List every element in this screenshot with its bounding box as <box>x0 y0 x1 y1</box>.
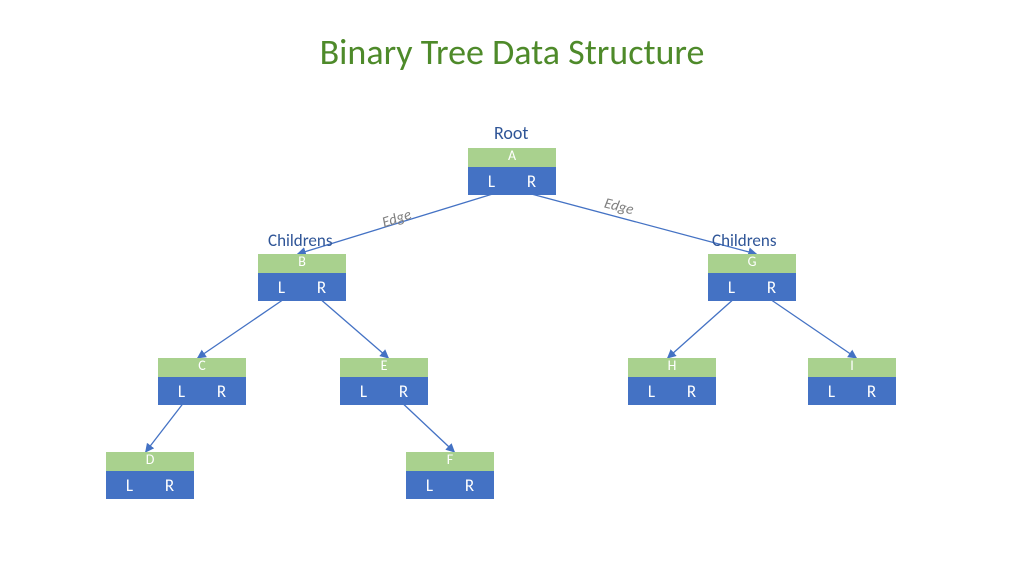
node-left-slot: L <box>648 381 655 402</box>
node-left-slot: L <box>828 381 835 402</box>
node-body: L R <box>158 377 246 405</box>
node-header: H <box>628 358 716 377</box>
node-left-slot: L <box>488 171 495 192</box>
tree-node-a: A L R <box>468 148 556 195</box>
node-right-slot: R <box>399 381 408 402</box>
diagram-title: Binary Tree Data Structure <box>0 30 1024 74</box>
node-body: L R <box>258 273 346 301</box>
node-header: B <box>258 254 346 273</box>
tree-node-c: C L R <box>158 358 246 405</box>
node-header: E <box>340 358 428 377</box>
node-header: I <box>808 358 896 377</box>
edge-label-left: Edge <box>380 206 414 232</box>
node-right-slot: R <box>767 277 776 298</box>
tree-edge <box>403 404 454 452</box>
tree-edge <box>146 404 183 452</box>
node-body: L R <box>340 377 428 405</box>
children-label-right: Childrens <box>712 230 776 251</box>
tree-edge <box>321 300 388 358</box>
node-right-slot: R <box>217 381 226 402</box>
root-label: Root <box>494 122 528 144</box>
node-left-slot: L <box>278 277 285 298</box>
tree-node-e: E L R <box>340 358 428 405</box>
node-right-slot: R <box>465 475 474 496</box>
node-right-slot: R <box>867 381 876 402</box>
node-body: L R <box>468 167 556 195</box>
tree-node-i: I L R <box>808 358 896 405</box>
tree-node-b: B L R <box>258 254 346 301</box>
tree-edge <box>771 300 856 358</box>
node-left-slot: L <box>728 277 735 298</box>
tree-edge <box>198 300 283 358</box>
node-body: L R <box>628 377 716 405</box>
tree-node-f: F L R <box>406 452 494 499</box>
node-header: G <box>708 254 796 273</box>
tree-edge <box>668 300 733 358</box>
node-right-slot: R <box>317 277 326 298</box>
node-header: A <box>468 148 556 167</box>
edge-label-right: Edge <box>602 195 635 220</box>
tree-node-d: D L R <box>106 452 194 499</box>
node-right-slot: R <box>165 475 174 496</box>
children-label-left: Childrens <box>268 230 332 251</box>
node-header: C <box>158 358 246 377</box>
node-left-slot: L <box>126 475 133 496</box>
node-header: F <box>406 452 494 471</box>
node-right-slot: R <box>527 171 536 192</box>
node-body: L R <box>808 377 896 405</box>
node-body: L R <box>708 273 796 301</box>
node-left-slot: L <box>178 381 185 402</box>
tree-node-g: G L R <box>708 254 796 301</box>
node-left-slot: L <box>360 381 367 402</box>
diagram-stage: Binary Tree Data Structure A L R B L R G… <box>0 0 1024 577</box>
node-left-slot: L <box>426 475 433 496</box>
node-body: L R <box>106 471 194 499</box>
node-body: L R <box>406 471 494 499</box>
node-header: D <box>106 452 194 471</box>
node-right-slot: R <box>687 381 696 402</box>
tree-node-h: H L R <box>628 358 716 405</box>
